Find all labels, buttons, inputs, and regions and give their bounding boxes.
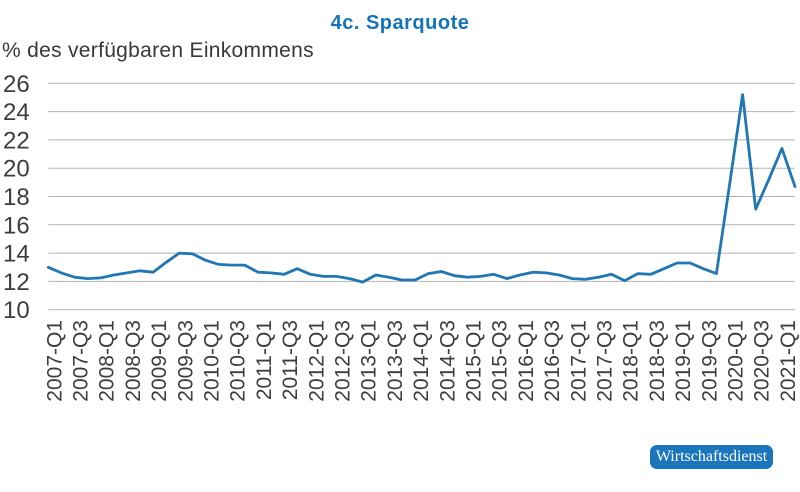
series-line-sparquote: [46, 93, 797, 284]
x-tick-label: 2019-Q3: [698, 320, 721, 402]
x-tick-label: 2008-Q1: [96, 320, 119, 402]
y-tick-label: 18: [3, 184, 30, 211]
x-tick-label: 2014-Q3: [436, 320, 459, 402]
x-tick-label: 2010-Q1: [201, 320, 224, 402]
y-tick-label: 20: [3, 156, 30, 183]
x-tick-label: 2009-Q1: [148, 320, 171, 402]
chart-subtitle: % des verfügbaren Einkommens: [2, 39, 314, 62]
x-tick-label: 2010-Q3: [227, 320, 250, 402]
x-tick-label: 2013-Q3: [384, 320, 407, 402]
y-tick-label: 10: [3, 297, 30, 324]
x-tick-label: 2012-Q3: [332, 320, 355, 402]
x-tick-label: 2015-Q3: [489, 320, 512, 402]
wirtschaftsdienst-badge: Wirtschaftsdienst: [650, 445, 773, 469]
x-tick-label: 2020-Q1: [725, 320, 748, 402]
y-tick-label: 16: [3, 212, 30, 239]
y-tick-label: 14: [3, 241, 30, 268]
y-tick-label: 24: [3, 99, 30, 126]
x-tick-label: 2007-Q3: [70, 320, 93, 402]
x-tick-label: 2011-Q1: [253, 320, 276, 400]
x-tick-label: 2017-Q1: [567, 320, 590, 402]
x-tick-label: 2009-Q3: [174, 320, 197, 402]
y-tick-label: 22: [3, 127, 30, 154]
x-tick-label: 2016-Q1: [515, 320, 538, 402]
x-tick-label: 2017-Q3: [594, 320, 617, 402]
x-tick-label: 2018-Q3: [646, 320, 669, 402]
x-tick-label: 2015-Q1: [463, 320, 486, 402]
x-tick-label: 2021-Q1: [777, 320, 800, 402]
x-tick-label: 2011-Q3: [279, 320, 302, 400]
x-tick-label: 2019-Q1: [672, 320, 695, 402]
chart-title: 4c. Sparquote: [330, 12, 470, 34]
x-tick-label: 2012-Q1: [305, 320, 328, 402]
x-tick-label: 2014-Q1: [410, 320, 433, 402]
x-tick-label: 2016-Q3: [541, 320, 564, 402]
badge-label: Wirtschaftsdienst: [655, 448, 768, 465]
x-tick-label: 2020-Q3: [751, 320, 774, 402]
x-tick-label: 2008-Q3: [122, 320, 145, 402]
x-tick-label: 2018-Q1: [620, 320, 643, 402]
y-tick-label: 12: [3, 269, 30, 296]
x-tick-label: 2013-Q1: [358, 320, 381, 402]
y-tick-label: 26: [3, 71, 30, 98]
x-tick-label: 2007-Q1: [43, 320, 66, 402]
